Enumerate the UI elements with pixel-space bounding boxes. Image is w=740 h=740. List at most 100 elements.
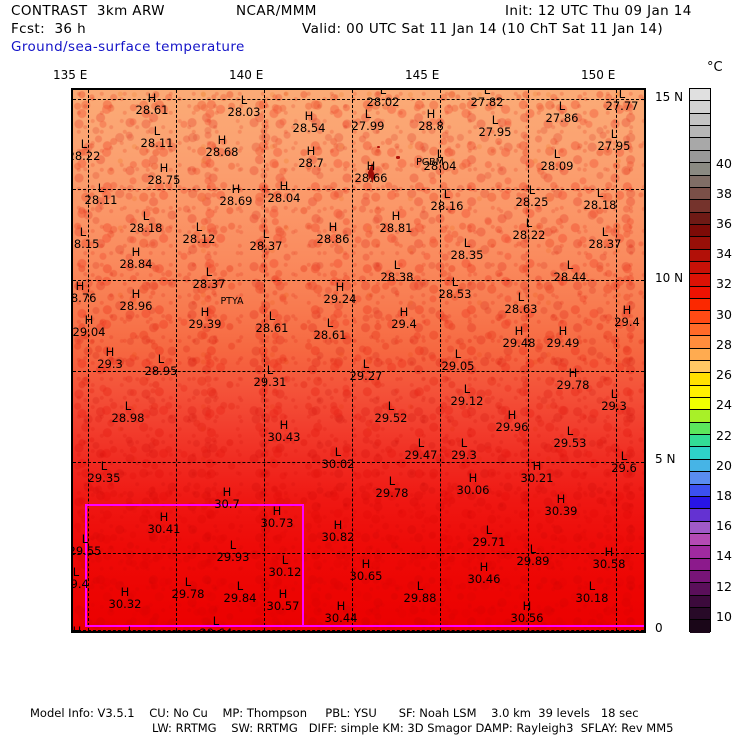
- colorbar-tick-label: 22: [716, 427, 732, 443]
- colorbar-tick-label: 14: [716, 548, 732, 564]
- graticule-parallel: [73, 280, 644, 281]
- colorbar-swatch: [690, 163, 710, 176]
- lon-tick-label: 145 E: [405, 68, 440, 82]
- colorbar-swatch: [690, 224, 710, 238]
- colorbar-swatch: [690, 533, 710, 547]
- graticule-meridian: [440, 90, 441, 631]
- colorbar-swatch: [690, 175, 710, 188]
- colorbar-swatch: [690, 422, 710, 436]
- sst-texture: [73, 90, 644, 631]
- colorbar-tick-label: 34: [716, 246, 732, 262]
- sst-color-fill: [73, 90, 644, 631]
- lat-tick-label: 0: [655, 621, 663, 635]
- colorbar-swatch: [690, 249, 710, 263]
- colorbar-swatch: [690, 323, 710, 337]
- plot-header: CONTRAST 3km ARW NCAR/MMM Init: 12 UTC T…: [0, 0, 740, 56]
- islet-icon: [376, 146, 380, 149]
- graticule-parallel: [73, 630, 644, 631]
- colorbar-swatch: [690, 286, 710, 300]
- lat-tick-label: 5 N: [655, 452, 676, 466]
- graticule-meridian: [176, 90, 177, 631]
- colorbar-swatch: [690, 299, 710, 312]
- colorbar-swatch: [690, 496, 710, 510]
- colorbar-tick-label: 26: [716, 367, 732, 383]
- field-name-label: Ground/sea-surface temperature: [11, 39, 245, 55]
- colorbar-tick-label: 28: [716, 336, 732, 352]
- colorbar-swatch: [690, 336, 710, 349]
- colorbar-tick-label: 36: [716, 216, 732, 231]
- graticule-meridian: [528, 90, 529, 631]
- sst-texture-fine: [73, 90, 644, 631]
- lon-tick-label: 150 E: [581, 68, 616, 82]
- colorbar-swatch: [690, 360, 710, 374]
- colorbar-tick-label: 40: [716, 155, 732, 171]
- sst-field: [73, 90, 644, 631]
- colorbar-swatch: [690, 200, 710, 213]
- colorbar-swatch: [690, 187, 710, 201]
- graticule-meridian: [616, 90, 617, 631]
- colorbar-swatch: [690, 571, 710, 584]
- model-info-line-1: Model Info: V3.5.1 CU: No Cu MP: Thompso…: [30, 706, 639, 720]
- colorbar-swatch: [690, 447, 710, 460]
- colorbar-swatch: [690, 472, 710, 485]
- colorbar-swatch: [690, 484, 710, 497]
- colorbar-swatch: [690, 521, 710, 534]
- domain-edge-right: [302, 504, 304, 625]
- colorbar-tick-label: 20: [716, 457, 732, 473]
- colorbar-swatch: [690, 410, 710, 423]
- graticule-parallel: [73, 99, 644, 100]
- colorbar-swatch: [690, 89, 710, 102]
- colorbar-swatch: [690, 397, 710, 411]
- forecast-hour-label: Fcst: 36 h: [11, 21, 87, 37]
- colorbar-swatch: [690, 126, 710, 139]
- init-time-label: Init: 12 UTC Thu 09 Jan 14: [505, 3, 692, 19]
- colorbar-swatch: [690, 608, 710, 621]
- colorbar-swatch: [690, 583, 710, 596]
- lon-tick-label: 135 E: [53, 68, 88, 82]
- lat-tick-label: 15 N: [655, 90, 684, 104]
- graticule-meridian: [88, 90, 89, 631]
- land-polygon-icon: [367, 163, 375, 184]
- colorbar[interactable]: [689, 88, 711, 633]
- colorbar-tick-label: 30: [716, 306, 732, 322]
- valid-time-label: Valid: 00 UTC Sat 11 Jan 14 (10 ChT Sat …: [302, 21, 664, 37]
- colorbar-tick-label: 32: [716, 276, 732, 292]
- colorbar-swatch: [690, 262, 710, 275]
- graticule-parallel: [73, 371, 644, 372]
- map-panel[interactable]: [71, 88, 646, 633]
- colorbar-tick-label: 18: [716, 488, 732, 503]
- colorbar-swatch: [690, 212, 710, 225]
- institution-label: NCAR/MMM: [236, 3, 317, 19]
- colorbar-swatch: [690, 348, 710, 361]
- colorbar-swatch: [690, 509, 710, 522]
- colorbar-swatch: [690, 459, 710, 473]
- graticule-parallel: [73, 462, 644, 463]
- colorbar-swatch: [690, 558, 710, 572]
- colorbar-tick-label: 12: [716, 578, 732, 594]
- graticule-parallel: [73, 553, 644, 554]
- colorbar-swatch: [690, 311, 710, 324]
- colorbar-tick-label: 38: [716, 185, 732, 201]
- model-info-line-2: LW: RRTMG SW: RRTMG DIFF: simple KM: 3D …: [152, 721, 674, 735]
- graticule-meridian: [352, 90, 353, 631]
- colorbar-tick-label: 24: [716, 397, 732, 413]
- colorbar-tick-label: 10: [716, 608, 732, 624]
- domain-edge-left: [85, 504, 87, 625]
- colorbar-tick-label: 16: [716, 518, 732, 534]
- colorbar-swatch: [690, 546, 710, 559]
- model-title: CONTRAST 3km ARW: [11, 3, 165, 19]
- domain-edge-bottom: [85, 625, 644, 627]
- graticule-meridian: [264, 90, 265, 631]
- colorbar-swatch: [690, 237, 710, 250]
- colorbar-unit-label: °C: [707, 60, 723, 75]
- colorbar-swatch: [690, 113, 710, 127]
- graticule-parallel: [73, 189, 644, 190]
- colorbar-swatch: [690, 620, 710, 633]
- colorbar-swatch: [690, 595, 710, 609]
- colorbar-swatch: [690, 373, 710, 386]
- colorbar-swatch: [690, 138, 710, 151]
- lat-tick-label: 10 N: [655, 271, 684, 285]
- colorbar-swatch: [690, 274, 710, 287]
- islet-icon: [395, 156, 400, 159]
- colorbar-swatch: [690, 435, 710, 448]
